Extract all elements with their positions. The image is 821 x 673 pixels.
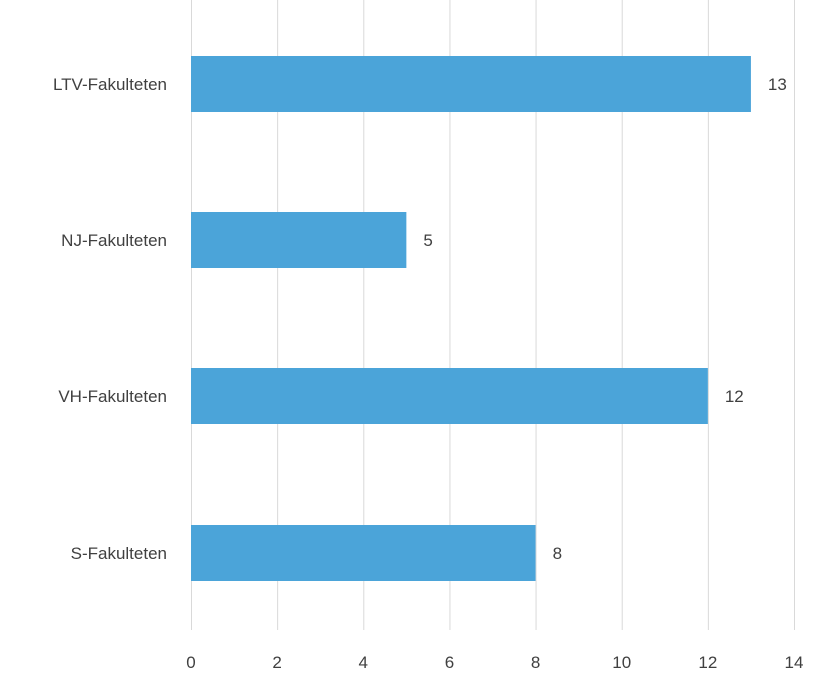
category-labels: LTV-Fakulteten NJ-Fakulteten VH-Fakulteten… <box>53 75 167 563</box>
bar-S-Fakulteten <box>191 525 536 581</box>
category-label-S-Fakulteten: S-Fakulteten <box>71 544 167 563</box>
data-labels: 13 5 12 8 <box>423 75 786 563</box>
x-tick-label-8: 8 <box>531 653 540 672</box>
data-label-S-Fakulteten: 8 <box>553 544 562 563</box>
x-tick-label-12: 12 <box>698 653 717 672</box>
data-label-LTV-Fakulteten: 13 <box>768 75 787 94</box>
x-tick-label-6: 6 <box>445 653 454 672</box>
category-label-VH-Fakulteten: VH-Fakulteten <box>58 387 167 406</box>
x-tick-label-14: 14 <box>785 653 804 672</box>
bar-NJ-Fakulteten <box>191 212 407 268</box>
x-tick-label-0: 0 <box>186 653 195 672</box>
x-tick-label-10: 10 <box>612 653 631 672</box>
x-tick-label-4: 4 <box>359 653 368 672</box>
x-axis-tick-labels: 0 2 4 6 8 10 12 14 <box>186 653 803 672</box>
bars <box>191 56 751 581</box>
data-label-VH-Fakulteten: 12 <box>725 387 744 406</box>
data-label-NJ-Fakulteten: 5 <box>423 231 432 250</box>
bar-LTV-Fakulteten <box>191 56 751 112</box>
x-tick-label-2: 2 <box>272 653 281 672</box>
category-label-NJ-Fakulteten: NJ-Fakulteten <box>61 231 167 250</box>
category-label-LTV-Fakulteten: LTV-Fakulteten <box>53 75 167 94</box>
bar-VH-Fakulteten <box>191 368 708 424</box>
